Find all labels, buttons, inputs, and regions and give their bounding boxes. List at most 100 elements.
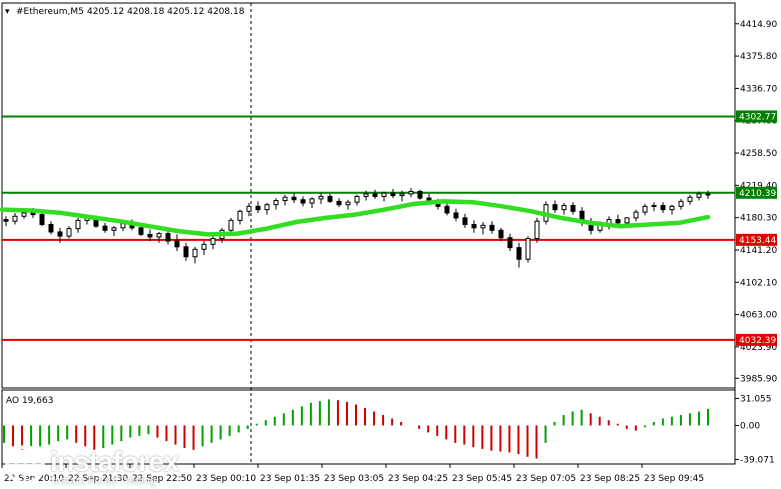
price-tick-label: 4219.40 bbox=[740, 181, 777, 191]
time-tick-label: 23 Sep 07:05 bbox=[516, 474, 576, 484]
price-tick-label: 4336.70 bbox=[740, 84, 777, 94]
candle-bearish bbox=[102, 225, 108, 231]
level-price-box bbox=[736, 233, 777, 246]
level-price-box bbox=[736, 186, 777, 199]
candle-bearish bbox=[660, 205, 666, 211]
time-tick-label: 23 Sep 03:05 bbox=[324, 474, 384, 484]
price-tick-label: 3985.90 bbox=[740, 374, 777, 384]
awesome-oscillator: 31.055 0.00 -39.071 bbox=[3, 394, 775, 465]
price-tick-label: 4258.50 bbox=[740, 149, 777, 159]
osc-tick-label: -39.071 bbox=[740, 455, 775, 465]
candle-bearish bbox=[255, 205, 261, 211]
candle-bullish bbox=[12, 215, 18, 222]
candle-bullish bbox=[264, 204, 270, 211]
candle-bullish bbox=[210, 238, 216, 245]
candle-bearish bbox=[300, 199, 306, 204]
oscillator-label: AO 19,663 bbox=[6, 396, 53, 406]
candle-bullish bbox=[642, 205, 648, 213]
time-tick-label: 23 Sep 00:10 bbox=[196, 474, 256, 484]
candle-bullish bbox=[669, 205, 675, 211]
candle-bearish bbox=[471, 224, 477, 229]
candle-bullish bbox=[687, 196, 693, 202]
candle-bullish bbox=[561, 205, 567, 211]
candle-bearish bbox=[390, 192, 396, 197]
candle-bullish bbox=[480, 224, 486, 229]
candle-bearish bbox=[507, 237, 513, 249]
candle-bullish bbox=[408, 190, 414, 195]
support-resistance-levels: 4302.77 4210.39 4153.44 4032.39 bbox=[2, 110, 777, 346]
candle-bullish bbox=[309, 198, 315, 204]
price-tick-label: 4102.10 bbox=[740, 278, 777, 288]
candle-bullish bbox=[282, 196, 288, 202]
candle-bearish bbox=[705, 193, 711, 196]
candle-bearish bbox=[30, 212, 36, 216]
candle-bearish bbox=[327, 195, 333, 202]
candle-bullish bbox=[120, 223, 126, 229]
candle-bullish bbox=[237, 210, 243, 221]
candle-bullish bbox=[273, 200, 279, 206]
candle-bullish bbox=[381, 192, 387, 197]
moving-average-line bbox=[0, 199, 711, 237]
candle-bullish bbox=[696, 193, 702, 198]
candlesticks bbox=[3, 188, 711, 268]
level-price-label: 4302.77 bbox=[739, 112, 776, 122]
candle-bearish bbox=[165, 233, 171, 242]
candle-bullish bbox=[201, 243, 207, 250]
candle-bearish bbox=[57, 231, 63, 237]
candle-bearish bbox=[444, 205, 450, 214]
header-arrow[interactable]: ▾ bbox=[5, 7, 10, 17]
symbol-label: #Ethereum,M5 bbox=[16, 7, 84, 17]
level-price-label: 4153.44 bbox=[739, 236, 776, 246]
candle-bullish bbox=[192, 248, 198, 258]
candle-bearish bbox=[498, 229, 504, 239]
candle-bullish bbox=[228, 219, 234, 231]
candle-bearish bbox=[570, 205, 576, 212]
candle-bullish bbox=[21, 212, 27, 217]
level-price-box bbox=[736, 110, 777, 123]
time-tick-label: 23 Sep 08:25 bbox=[580, 474, 640, 484]
candle-bullish bbox=[525, 238, 531, 260]
price-axis: 4414.904375.804336.704297.604258.504219.… bbox=[735, 20, 777, 384]
candle-bearish bbox=[291, 196, 297, 201]
candle-bullish bbox=[534, 220, 540, 240]
price-tick-label: 4141.20 bbox=[740, 246, 777, 256]
candle-bullish bbox=[246, 205, 252, 212]
candle-bearish bbox=[516, 247, 522, 260]
osc-tick-label: 0.00 bbox=[740, 421, 760, 431]
candle-bullish bbox=[633, 211, 639, 219]
candle-bearish bbox=[489, 224, 495, 231]
watermark-tagline: Instant Forex Trading bbox=[52, 475, 156, 487]
candle-bullish bbox=[678, 200, 684, 207]
candle-bearish bbox=[174, 240, 180, 248]
candle-bullish bbox=[156, 233, 162, 238]
osc-tick-label: 31.055 bbox=[740, 394, 772, 404]
level-price-label: 4032.39 bbox=[739, 336, 776, 346]
candle-bearish bbox=[462, 217, 468, 226]
time-tick-label: 23 Sep 04:25 bbox=[388, 474, 448, 484]
candle-bullish bbox=[399, 193, 405, 197]
candle-bullish bbox=[363, 193, 369, 197]
candle-bearish bbox=[372, 193, 378, 197]
price-tick-label: 4414.90 bbox=[740, 20, 777, 30]
candle-bullish bbox=[624, 217, 630, 224]
candle-bullish bbox=[651, 205, 657, 208]
time-tick-label: 22 Sep 22:50 bbox=[132, 474, 192, 484]
instaforex-logo-icon bbox=[5, 445, 45, 485]
price-tick-label: 4180.30 bbox=[740, 214, 777, 224]
watermark-brand: instaforex bbox=[50, 446, 179, 477]
time-tick-label: 23 Sep 09:45 bbox=[644, 474, 704, 484]
candle-bearish bbox=[138, 227, 144, 235]
price-tick-label: 4375.80 bbox=[740, 52, 777, 62]
candle-bullish bbox=[354, 195, 360, 203]
candle-bullish bbox=[345, 201, 351, 206]
time-tick-label: 23 Sep 01:35 bbox=[260, 474, 320, 484]
candle-bearish bbox=[417, 190, 423, 199]
candle-bearish bbox=[147, 233, 153, 238]
candle-bearish bbox=[183, 246, 189, 258]
candle-bearish bbox=[336, 200, 342, 206]
level-price-label: 4210.39 bbox=[739, 189, 776, 199]
candle-bearish bbox=[48, 224, 54, 233]
ohlc-readout: 4205.12 4208.18 4205.12 4208.18 bbox=[87, 7, 245, 17]
